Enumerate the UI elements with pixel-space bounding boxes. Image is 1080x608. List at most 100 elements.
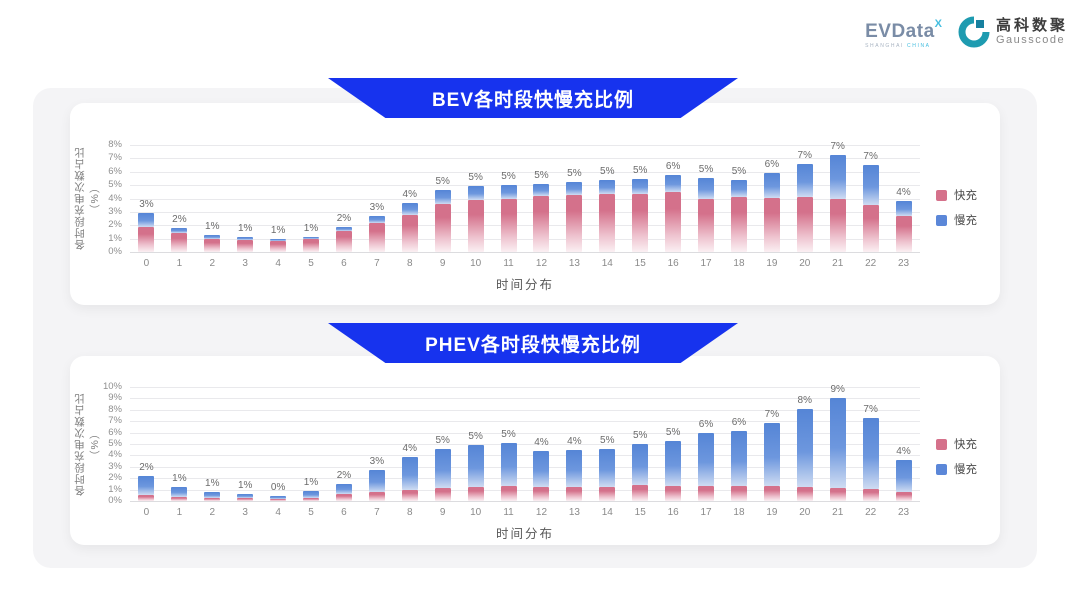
x-tick-label: 5 <box>308 258 314 269</box>
bar-fast-segment <box>204 238 221 252</box>
x-tick-label: 23 <box>897 258 910 269</box>
bar-total-label: 2% <box>172 213 187 225</box>
bar-slow-segment <box>467 445 484 488</box>
bar-total-label: 1% <box>205 220 220 232</box>
y-tick-label: 8% <box>108 403 122 415</box>
bar-total-label: 1% <box>172 473 187 485</box>
bar-fast-segment <box>401 489 418 501</box>
phev-chart-card: 0% 1% 2% 3% 4% 5% 6% 7% 8% 9% 10% 2% 0 1% 1 1% 2 1% 3 0% 4 1%… <box>70 356 1000 545</box>
x-tick-label: 1 <box>176 258 183 269</box>
gridline <box>130 409 920 411</box>
bar-fast-segment <box>665 486 682 501</box>
bar-fast-segment <box>599 193 616 252</box>
bar-total-label: 2% <box>139 461 154 473</box>
bar-slow-segment <box>270 239 287 241</box>
gridline <box>130 432 920 434</box>
x-tick-label: 9 <box>439 507 446 518</box>
y-tick-label: 1% <box>108 483 122 495</box>
bar-total-label: 5% <box>501 428 516 440</box>
x-tick-label: 14 <box>601 258 613 269</box>
bar-fast-segment <box>335 230 352 252</box>
x-tick-label: 19 <box>766 258 778 269</box>
x-tick-label: 22 <box>865 258 877 269</box>
bar-total-label: 4% <box>402 442 417 454</box>
gridline <box>130 198 920 200</box>
x-axis-title: 时间分布 <box>495 278 554 292</box>
gridline <box>130 455 920 457</box>
phev-chart: 0% 1% 2% 3% 4% 5% 6% 7% 8% 9% 10% 2% 0 1% 1 1% 2 1% 3 0% 4 1%… <box>70 356 1000 545</box>
bar-slow-segment <box>763 423 780 487</box>
x-tick-label: 13 <box>568 258 580 269</box>
legend-item: 慢充 <box>936 212 977 228</box>
bar-fast-segment <box>698 198 715 252</box>
bar-total-label: 1% <box>303 222 319 234</box>
bar-slow-segment <box>467 186 484 200</box>
bar-slow-segment <box>632 444 649 486</box>
bar-slow-segment <box>171 487 188 497</box>
x-tick-label: 8 <box>407 258 413 269</box>
bar-fast-segment <box>895 215 912 252</box>
x-tick-label: 14 <box>601 507 613 518</box>
bar-total-label: 2% <box>336 212 352 224</box>
x-tick-label: 17 <box>700 507 712 518</box>
y-tick-label: 6% <box>108 165 122 177</box>
bar-fast-segment <box>730 485 747 501</box>
bar-slow-segment <box>566 449 583 488</box>
bar-slow-segment <box>270 495 287 499</box>
bar-fast-segment <box>171 497 188 501</box>
x-tick-label: 5 <box>308 507 314 518</box>
bar-slow-segment <box>204 491 221 498</box>
bar-total-label: 7% <box>863 403 878 415</box>
x-tick-label: 17 <box>700 258 712 269</box>
bar-total-label: 5% <box>698 164 714 176</box>
bar-slow-segment <box>796 409 813 488</box>
bar-slow-segment <box>763 173 780 198</box>
bar-fast-segment <box>500 198 517 252</box>
bar-fast-segment <box>862 489 879 501</box>
bar-total-label: 4% <box>402 189 417 201</box>
y-axis-title: 各时段充电次数占比（%） <box>74 146 101 251</box>
bar-fast-segment <box>632 485 649 501</box>
x-tick-label: 22 <box>865 507 877 518</box>
bar-slow-segment <box>829 155 846 200</box>
bar-total-label: 1% <box>270 225 286 237</box>
bar-slow-segment <box>566 181 583 196</box>
gridline <box>130 252 920 253</box>
evdata-subtext-country: CHINA <box>907 43 931 49</box>
legend-label: 慢充 <box>954 215 977 227</box>
bar-total-label: 6% <box>731 417 747 429</box>
bar-fast-segment <box>303 497 320 501</box>
legend-swatch-fast <box>936 189 947 201</box>
x-tick-label: 12 <box>535 258 548 269</box>
bar-fast-segment <box>303 239 320 252</box>
bar-slow-segment <box>730 431 747 486</box>
x-tick-label: 7 <box>374 258 380 269</box>
y-tick-label: 2% <box>108 219 122 231</box>
bar-total-label: 5% <box>600 165 615 177</box>
bar-slow-segment <box>665 440 682 487</box>
gridline <box>130 238 920 240</box>
legend-swatch-fast <box>936 438 947 450</box>
bar-total-label: 2% <box>336 469 352 481</box>
bar-fast-segment <box>138 495 155 501</box>
x-tick-label: 20 <box>799 507 811 518</box>
y-tick-label: 3% <box>108 460 122 472</box>
bev-chart: 0% 1% 2% 3% 4% 5% 6% 7% 8% 3% 0 2% 1 1% 2 1% 3 1% 4 1% 5 2% 6 3… <box>70 103 1000 305</box>
x-tick-label: 0 <box>143 507 150 518</box>
bar-slow-segment <box>698 178 715 199</box>
evdata-logo: EVDataX SHANGHAI CHINA <box>865 16 942 50</box>
x-tick-label: 3 <box>242 258 248 269</box>
gridline <box>130 501 920 502</box>
x-tick-label: 19 <box>766 507 778 518</box>
x-tick-label: 20 <box>799 258 811 269</box>
gridline <box>130 145 920 146</box>
legend-item: 慢充 <box>936 461 977 477</box>
legend-swatch-slow <box>936 463 947 475</box>
bar-fast-segment <box>763 486 780 501</box>
bar-total-label: 1% <box>205 477 220 489</box>
bar-fast-segment <box>566 487 583 501</box>
gridline <box>130 211 920 213</box>
bar-total-label: 5% <box>468 172 483 184</box>
bar-fast-segment <box>335 494 352 501</box>
legend-swatch-slow <box>936 214 947 226</box>
